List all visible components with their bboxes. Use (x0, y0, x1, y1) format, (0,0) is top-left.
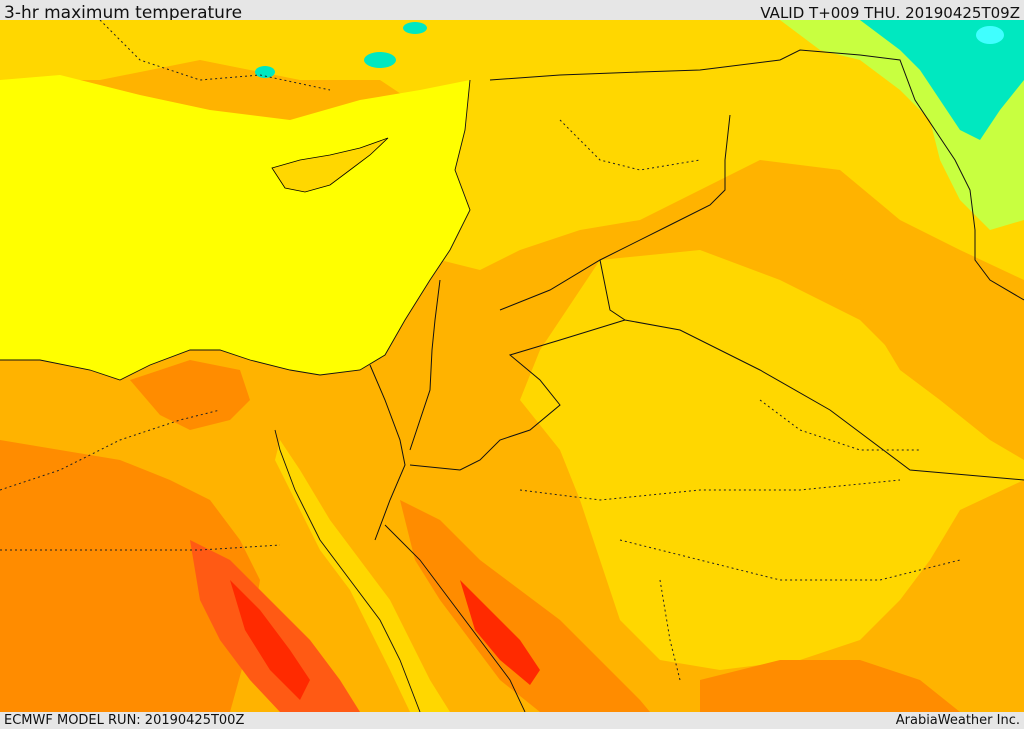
cold-zone-northeast (860, 20, 1024, 140)
credit-label: ArabiaWeather Inc. (895, 713, 1020, 728)
southeast-orange-zone (700, 660, 960, 712)
cold-spot (976, 26, 1004, 44)
temperature-map (0, 20, 1024, 712)
title-bar: 3-hr maximum temperature VALID T+009 THU… (0, 0, 1024, 22)
valid-time-label: VALID T+009 THU. 20190425T09Z (760, 4, 1020, 22)
cyprus-island (271, 137, 389, 193)
iraq-orange-zone (820, 210, 1024, 460)
red-sea (275, 440, 450, 712)
model-run-label: ECMWF MODEL RUN: 20190425T00Z (4, 713, 245, 728)
map-title: 3-hr maximum temperature (4, 3, 243, 21)
cool-spot-north (403, 22, 427, 34)
arabian-warm-zone (520, 250, 1024, 670)
egypt-orange-zone (0, 440, 260, 712)
egypt-north-orange (130, 360, 250, 430)
temperature-map-svg (0, 20, 1024, 712)
province-boundaries (0, 20, 961, 681)
footer-bar: ECMWF MODEL RUN: 20190425T00Z ArabiaWeat… (0, 712, 1024, 729)
cool-spot-anatolia (364, 52, 396, 68)
north-warm-zone (0, 20, 1024, 280)
country-borders (369, 49, 1024, 541)
eastern-desert-red-zone (230, 580, 310, 700)
hejaz-hot-zone (400, 500, 650, 712)
hejaz-red-zone (460, 580, 540, 685)
coastlines (0, 79, 526, 712)
